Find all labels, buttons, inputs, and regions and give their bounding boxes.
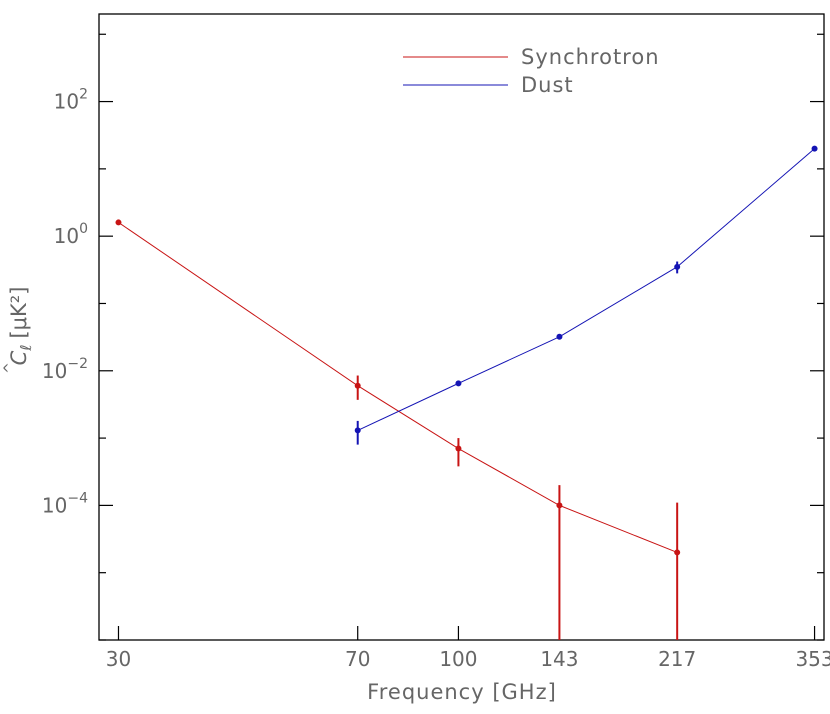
svg-text:Cℓ[μK²]: Cℓ [μK²] bbox=[7, 287, 35, 366]
series-synchrotron bbox=[115, 219, 681, 640]
y-axis-label-sub: ℓ bbox=[17, 345, 35, 352]
y-axis-ticks: 10−4 10−2 100 102 bbox=[42, 33, 824, 641]
data-point-synchrotron bbox=[455, 445, 462, 452]
data-point-synchrotron bbox=[674, 549, 681, 556]
x-axis-label: Frequency [GHz] bbox=[367, 680, 557, 704]
legend: Synchrotron Dust bbox=[403, 45, 660, 97]
y-tick-label: 10−4 bbox=[42, 490, 88, 517]
x-tick-label: 143 bbox=[540, 647, 578, 671]
x-axis-ticks: 30 70 100 143 217 353 bbox=[106, 626, 830, 671]
y-tick-label: 102 bbox=[54, 87, 88, 114]
x-tick-label: 353 bbox=[795, 647, 830, 671]
series-layer bbox=[115, 145, 818, 640]
data-point-synchrotron bbox=[354, 382, 361, 389]
x-tick-label: 217 bbox=[658, 647, 696, 671]
series-line-dust bbox=[357, 148, 815, 431]
data-point-dust bbox=[674, 263, 681, 270]
data-point-synchrotron bbox=[556, 502, 563, 509]
data-point-dust bbox=[354, 427, 361, 434]
series-line-synchrotron bbox=[118, 222, 678, 553]
series-dust bbox=[354, 145, 818, 445]
legend-label-synchrotron: Synchrotron bbox=[521, 45, 660, 69]
plot-frame bbox=[98, 13, 825, 641]
x-tick-label: 100 bbox=[439, 647, 477, 671]
y-tick-label: 100 bbox=[54, 221, 88, 248]
y-axis-label-hat: ^ bbox=[2, 362, 18, 374]
data-point-dust bbox=[455, 380, 462, 387]
y-tick-label: 10−2 bbox=[42, 356, 88, 383]
y-axis-label-units: [μK²] bbox=[7, 287, 31, 339]
x-tick-label: 70 bbox=[345, 647, 370, 671]
x-tick-label: 30 bbox=[106, 647, 131, 671]
data-point-dust bbox=[811, 145, 818, 152]
legend-label-dust: Dust bbox=[521, 73, 574, 97]
y-axis-label: Cℓ [μK²] ^ bbox=[2, 287, 35, 374]
data-point-synchrotron bbox=[115, 219, 122, 226]
y-axis-label-main: C bbox=[7, 350, 31, 365]
data-point-dust bbox=[556, 333, 563, 340]
